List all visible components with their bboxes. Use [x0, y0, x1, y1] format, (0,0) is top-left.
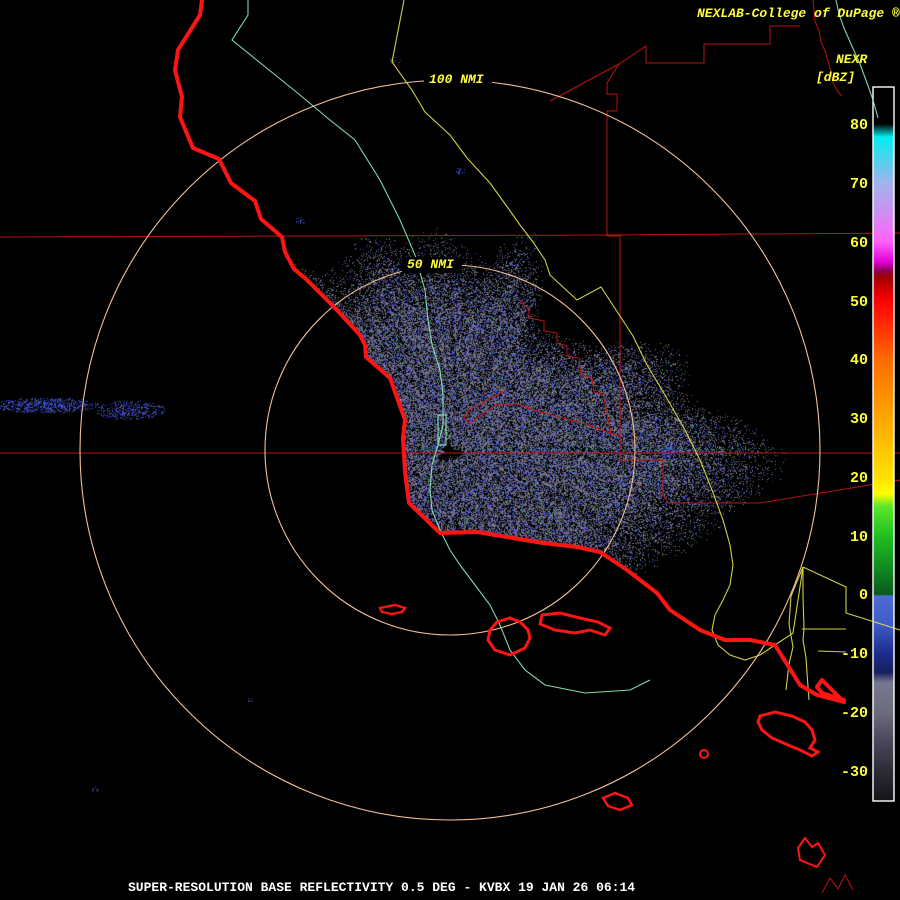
svg-text:50: 50 — [850, 294, 868, 311]
svg-text:40: 40 — [850, 352, 868, 369]
svg-text:-10: -10 — [841, 646, 868, 663]
svg-text:10: 10 — [850, 529, 868, 546]
svg-text:[dBZ]: [dBZ] — [816, 70, 855, 85]
svg-text:50 NMI: 50 NMI — [407, 257, 454, 272]
svg-text:SUPER-RESOLUTION BASE REFLECTI: SUPER-RESOLUTION BASE REFLECTIVITY 0.5 D… — [128, 880, 635, 895]
svg-text:80: 80 — [850, 117, 868, 134]
svg-text:-30: -30 — [841, 764, 868, 781]
svg-text:30: 30 — [850, 411, 868, 428]
svg-text:70: 70 — [850, 176, 868, 193]
svg-text:NEXLAB-College of DuPage ®: NEXLAB-College of DuPage ® — [697, 6, 900, 21]
svg-text:20: 20 — [850, 470, 868, 487]
svg-text:60: 60 — [850, 235, 868, 252]
svg-text:NEXR: NEXR — [836, 52, 867, 67]
svg-text:-20: -20 — [841, 705, 868, 722]
svg-text:100 NMI: 100 NMI — [429, 72, 484, 87]
svg-text:0: 0 — [859, 587, 868, 604]
